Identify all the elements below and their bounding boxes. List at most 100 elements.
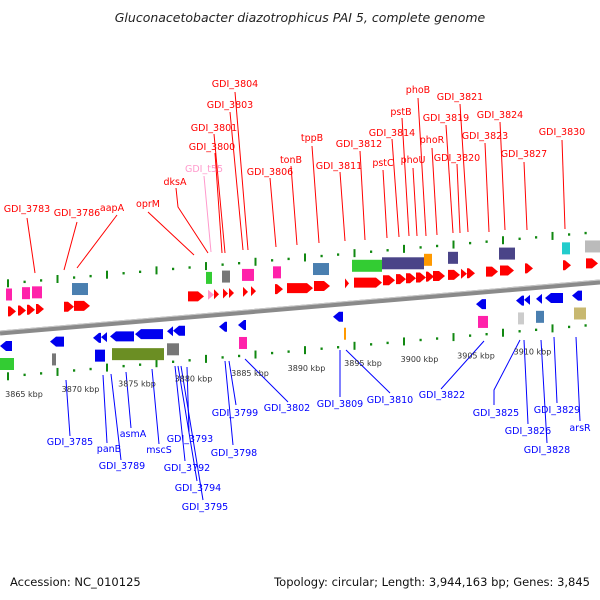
gene-label-GDI_3825[interactable]: GDI_3825: [473, 408, 519, 419]
gene-label-GDI_3800[interactable]: GDI_3800: [189, 142, 235, 153]
gene-label-pstB[interactable]: pstB: [390, 107, 411, 118]
reverse-feature-box: [518, 312, 524, 325]
minor-tick: [535, 328, 538, 332]
minor-tick: [518, 237, 521, 241]
gene-label-GDI_3824[interactable]: GDI_3824: [477, 110, 523, 121]
gene-label-GDI_3794[interactable]: GDI_3794: [175, 483, 221, 494]
gene-label-tonB[interactable]: tonB: [280, 155, 302, 166]
forward-feature-box: [585, 240, 600, 253]
gene-label-phoB[interactable]: phoB: [406, 85, 430, 96]
forward-gene-arrow: [8, 306, 16, 317]
gene-label-GDI_3812[interactable]: GDI_3812: [336, 139, 382, 150]
minor-tick: [40, 372, 43, 375]
gene-features: [0, 240, 600, 370]
gene-label-GDI_3785[interactable]: GDI_3785: [47, 437, 93, 448]
gene-label-GDI_3810[interactable]: GDI_3810: [367, 395, 413, 406]
ruler-label: 3870 kbp: [62, 385, 100, 394]
gene-label-GDI_3819[interactable]: GDI_3819: [423, 113, 469, 124]
gene-label-GDI_3830[interactable]: GDI_3830: [539, 127, 585, 138]
gene-label-dksA[interactable]: dksA: [164, 177, 187, 188]
gene-label-GDI_3827[interactable]: GDI_3827: [501, 149, 547, 160]
forward-gene-arrow: [214, 289, 219, 300]
label-leader-line: [359, 150, 366, 241]
forward-gene-arrow: [74, 300, 90, 311]
gene-label-GDI_3826[interactable]: GDI_3826: [505, 426, 551, 437]
gene-label-GDI_3801[interactable]: GDI_3801: [191, 123, 237, 134]
reverse-feature-box: [536, 310, 544, 323]
gene-label-GDI_3829[interactable]: GDI_3829: [534, 405, 580, 416]
reverse-gene-arrow: [173, 325, 185, 336]
major-tick: [502, 328, 504, 337]
minor-tick: [337, 346, 340, 349]
forward-feature-box: [499, 247, 515, 260]
label-leader-line: [540, 339, 548, 444]
forward-feature-box: [22, 287, 30, 300]
reverse-gene-arrow: [50, 336, 64, 347]
gene-label-GDI_3795[interactable]: GDI_3795: [182, 502, 228, 513]
reverse-feature-box: [52, 353, 56, 366]
ruler-ticks: [7, 231, 587, 381]
forward-feature-box: [206, 271, 212, 284]
minor-tick: [188, 359, 191, 362]
gene-label-GDI_3828[interactable]: GDI_3828: [524, 445, 570, 456]
gene-label-GDI_3783[interactable]: GDI_3783: [4, 204, 50, 215]
ruler-label: 3875 kbp: [118, 380, 156, 389]
gene-label-GDI_3798[interactable]: GDI_3798: [211, 448, 257, 459]
gene-label-asmA[interactable]: asmA: [120, 429, 147, 440]
gene-label-GDI_3789[interactable]: GDI_3789: [99, 461, 145, 472]
forward-gene-arrow: [383, 275, 395, 286]
forward-gene-arrow: [229, 287, 234, 298]
reverse-gene-arrow: [238, 320, 246, 331]
gene-label-GDI_3786[interactable]: GDI_3786: [54, 208, 100, 219]
gene-label-GDI_3802[interactable]: GDI_3802: [264, 403, 310, 414]
gene-label-GDI_3814[interactable]: GDI_3814: [369, 128, 415, 139]
minor-tick: [584, 324, 587, 327]
gene-label-GDI_3822[interactable]: GDI_3822: [419, 390, 465, 401]
gene-label-phoU[interactable]: phoU: [401, 155, 426, 166]
gene-label-GDI_3793[interactable]: GDI_3793: [167, 434, 213, 445]
minor-tick: [386, 341, 389, 345]
gene-label-GDI_3823[interactable]: GDI_3823: [462, 131, 508, 142]
gene-label-oprM[interactable]: oprM: [136, 199, 160, 210]
forward-feature-box: [562, 242, 570, 255]
forward-gene-arrow: [416, 272, 426, 283]
gene-label-phoR[interactable]: phoR: [420, 135, 445, 146]
gene-label-GDI_3792[interactable]: GDI_3792: [164, 463, 210, 474]
forward-gene-arrow: [354, 277, 382, 288]
label-leader-line: [311, 145, 320, 244]
gene-label-GDI_3806[interactable]: GDI_3806: [247, 167, 293, 178]
forward-feature-box: [32, 286, 42, 299]
reverse-gene-arrow: [101, 332, 107, 343]
gene-label-arsR[interactable]: arsR: [569, 423, 591, 434]
label-leader-line: [417, 97, 427, 237]
gene-label-GDI_3804[interactable]: GDI_3804: [212, 79, 258, 90]
gene-label-mscS[interactable]: mscS: [146, 445, 171, 456]
ruler-label: 3885 kbp: [231, 369, 269, 378]
major-tick: [254, 350, 257, 359]
minor-tick: [436, 244, 439, 248]
label-leaders: [26, 91, 581, 501]
minor-tick: [271, 259, 274, 262]
forward-gene-arrow: [314, 280, 330, 291]
forward-gene-arrow: [251, 286, 256, 297]
major-tick: [353, 249, 356, 258]
gene-label-GDI_3820[interactable]: GDI_3820: [434, 153, 480, 164]
gene-label-GDI_t55[interactable]: GDI_t55: [185, 164, 223, 175]
gene-label-GDI_3799[interactable]: GDI_3799: [212, 408, 258, 419]
accession-text: Accession: NC_010125: [10, 575, 141, 589]
minor-tick: [89, 274, 92, 278]
reverse-gene-arrow: [524, 294, 530, 305]
gene-label-pstC[interactable]: pstC: [372, 158, 394, 169]
forward-gene-arrow: [18, 305, 26, 316]
gene-label-tppB[interactable]: tppB: [301, 133, 323, 144]
label-leader-line: [431, 147, 438, 236]
gene-label-GDI_3803[interactable]: GDI_3803: [207, 100, 253, 111]
gene-label-GDI_3809[interactable]: GDI_3809: [317, 399, 363, 410]
gene-label-panB[interactable]: panB: [97, 444, 121, 455]
minor-tick: [337, 253, 340, 256]
major-tick: [56, 274, 59, 283]
gene-label-aapA[interactable]: aapA: [100, 203, 125, 214]
reverse-feature-box: [0, 358, 14, 370]
gene-label-GDI_3821[interactable]: GDI_3821: [437, 92, 483, 103]
gene-label-GDI_3811[interactable]: GDI_3811: [316, 161, 362, 172]
